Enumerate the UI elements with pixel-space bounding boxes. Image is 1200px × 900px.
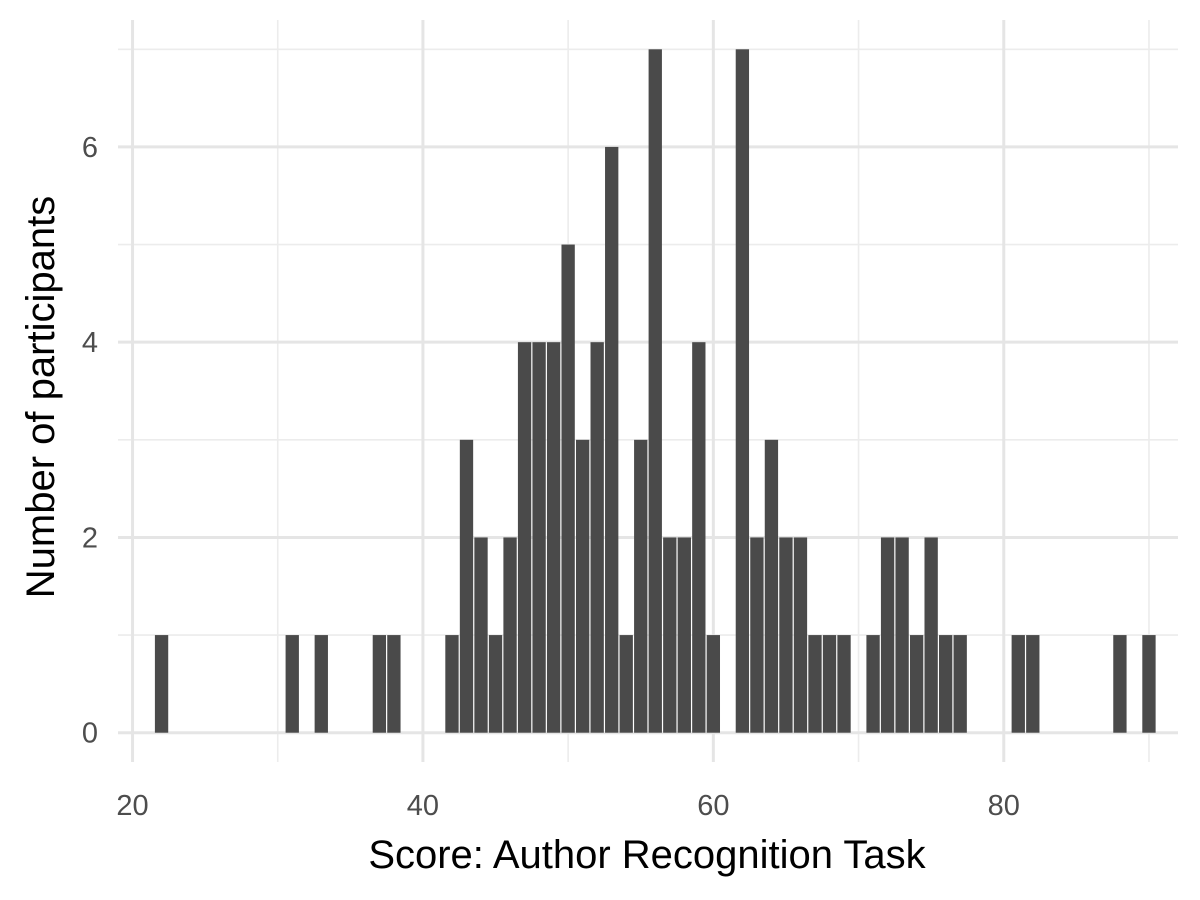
histogram-bar xyxy=(605,146,619,733)
y-tick-label: 2 xyxy=(82,522,98,554)
x-tick-label: 80 xyxy=(988,790,1020,822)
histogram-bar xyxy=(517,342,532,733)
histogram-bar xyxy=(387,635,401,733)
histogram-bar xyxy=(619,635,633,733)
histogram-bar xyxy=(503,537,517,733)
histogram-bar xyxy=(532,342,546,733)
histogram-bar xyxy=(1142,635,1156,733)
histogram-bar xyxy=(1011,635,1025,733)
histogram-bar xyxy=(488,635,503,733)
histogram-bar xyxy=(575,439,590,733)
histogram-bar xyxy=(314,635,328,733)
histogram-bar xyxy=(837,635,851,733)
histogram-bar xyxy=(939,635,953,733)
histogram-bar xyxy=(459,439,474,733)
x-tick-label: 40 xyxy=(407,790,439,822)
histogram-bar xyxy=(909,635,924,733)
histogram-bar xyxy=(677,537,691,733)
histogram-bar xyxy=(779,537,793,733)
histogram-bar xyxy=(808,635,822,733)
histogram-bar xyxy=(561,244,575,733)
histogram-bar xyxy=(764,439,779,733)
x-tick-labels: 20 40 60 80 xyxy=(116,790,1019,822)
histogram-bar xyxy=(880,537,895,733)
histogram-bar xyxy=(445,635,459,733)
histogram-bar xyxy=(953,635,967,733)
histogram-bar xyxy=(706,635,721,733)
histogram-bar xyxy=(822,635,837,733)
histogram-bar xyxy=(750,537,764,733)
histogram-bar xyxy=(372,635,387,733)
bars xyxy=(154,49,1156,733)
histogram-bar xyxy=(924,537,938,733)
y-axis-title: Number of participants xyxy=(19,196,63,598)
histogram-bar xyxy=(895,537,909,733)
histogram-bar xyxy=(634,439,648,733)
histogram-bar xyxy=(866,635,880,733)
histogram-bar xyxy=(546,342,561,733)
histogram-bar xyxy=(692,342,706,733)
x-axis-title: Score: Author Recognition Task xyxy=(368,833,926,877)
histogram-bar xyxy=(735,49,750,733)
y-tick-label: 4 xyxy=(82,327,98,359)
histogram-bar xyxy=(648,49,662,733)
histogram-bar xyxy=(474,537,488,733)
histogram-bar xyxy=(663,537,677,733)
histogram-bar xyxy=(590,342,604,733)
y-tick-label: 0 xyxy=(82,718,98,750)
histogram-bar xyxy=(1113,635,1127,733)
major-gridlines xyxy=(118,20,1178,762)
histogram-bar xyxy=(285,635,299,733)
x-tick-label: 60 xyxy=(697,790,729,822)
y-tick-labels: 0 2 4 6 xyxy=(82,132,98,750)
x-tick-label: 20 xyxy=(116,790,148,822)
y-tick-label: 6 xyxy=(82,132,98,164)
histogram-bar xyxy=(793,537,808,733)
histogram-bar xyxy=(154,635,169,733)
histogram-bar xyxy=(1026,635,1040,733)
